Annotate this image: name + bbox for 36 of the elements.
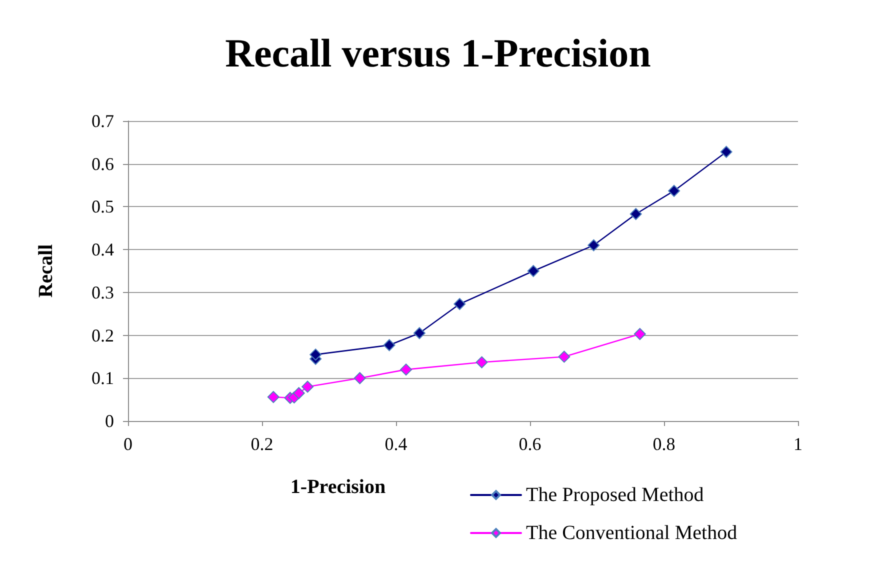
point <box>302 380 314 393</box>
y-tick-label: 0.6 <box>92 154 114 174</box>
point <box>354 372 366 384</box>
point <box>383 339 396 352</box>
point <box>413 327 426 340</box>
x-tick-label: 0.2 <box>250 434 274 454</box>
y-tick-label: 0.3 <box>92 282 114 302</box>
y-axis-title: Recall <box>35 244 57 298</box>
chart-title: Recall versus 1-Precision <box>225 30 651 76</box>
point <box>267 391 280 403</box>
point <box>400 364 412 376</box>
point <box>668 184 680 197</box>
legend-label: The Conventional Method <box>526 522 738 544</box>
y-tick-label: 0.4 <box>92 240 114 260</box>
x-tick-label: 0.8 <box>652 434 676 454</box>
legend-label: The Proposed Method <box>526 484 704 506</box>
y-tick-label: 0.2 <box>92 325 114 346</box>
point <box>630 208 642 220</box>
x-tick-label: 0.6 <box>518 434 542 454</box>
point <box>292 387 305 400</box>
point <box>310 348 322 361</box>
x-tick-label: 0 <box>124 434 132 454</box>
x-axis-title: 1-Precision <box>290 476 386 498</box>
x-tick-label: 0.4 <box>384 434 408 454</box>
y-tick-label: 0.5 <box>92 196 114 217</box>
point <box>527 265 540 277</box>
x-tick-label: 1 <box>794 434 802 454</box>
point <box>634 328 646 340</box>
point <box>720 146 732 158</box>
point <box>454 298 466 310</box>
point <box>588 239 600 252</box>
point <box>558 350 570 363</box>
y-tick-label: 0.1 <box>92 368 114 388</box>
y-tick-label: 0.7 <box>92 111 114 131</box>
point <box>476 356 488 368</box>
y-tick-label: 0 <box>105 411 114 431</box>
